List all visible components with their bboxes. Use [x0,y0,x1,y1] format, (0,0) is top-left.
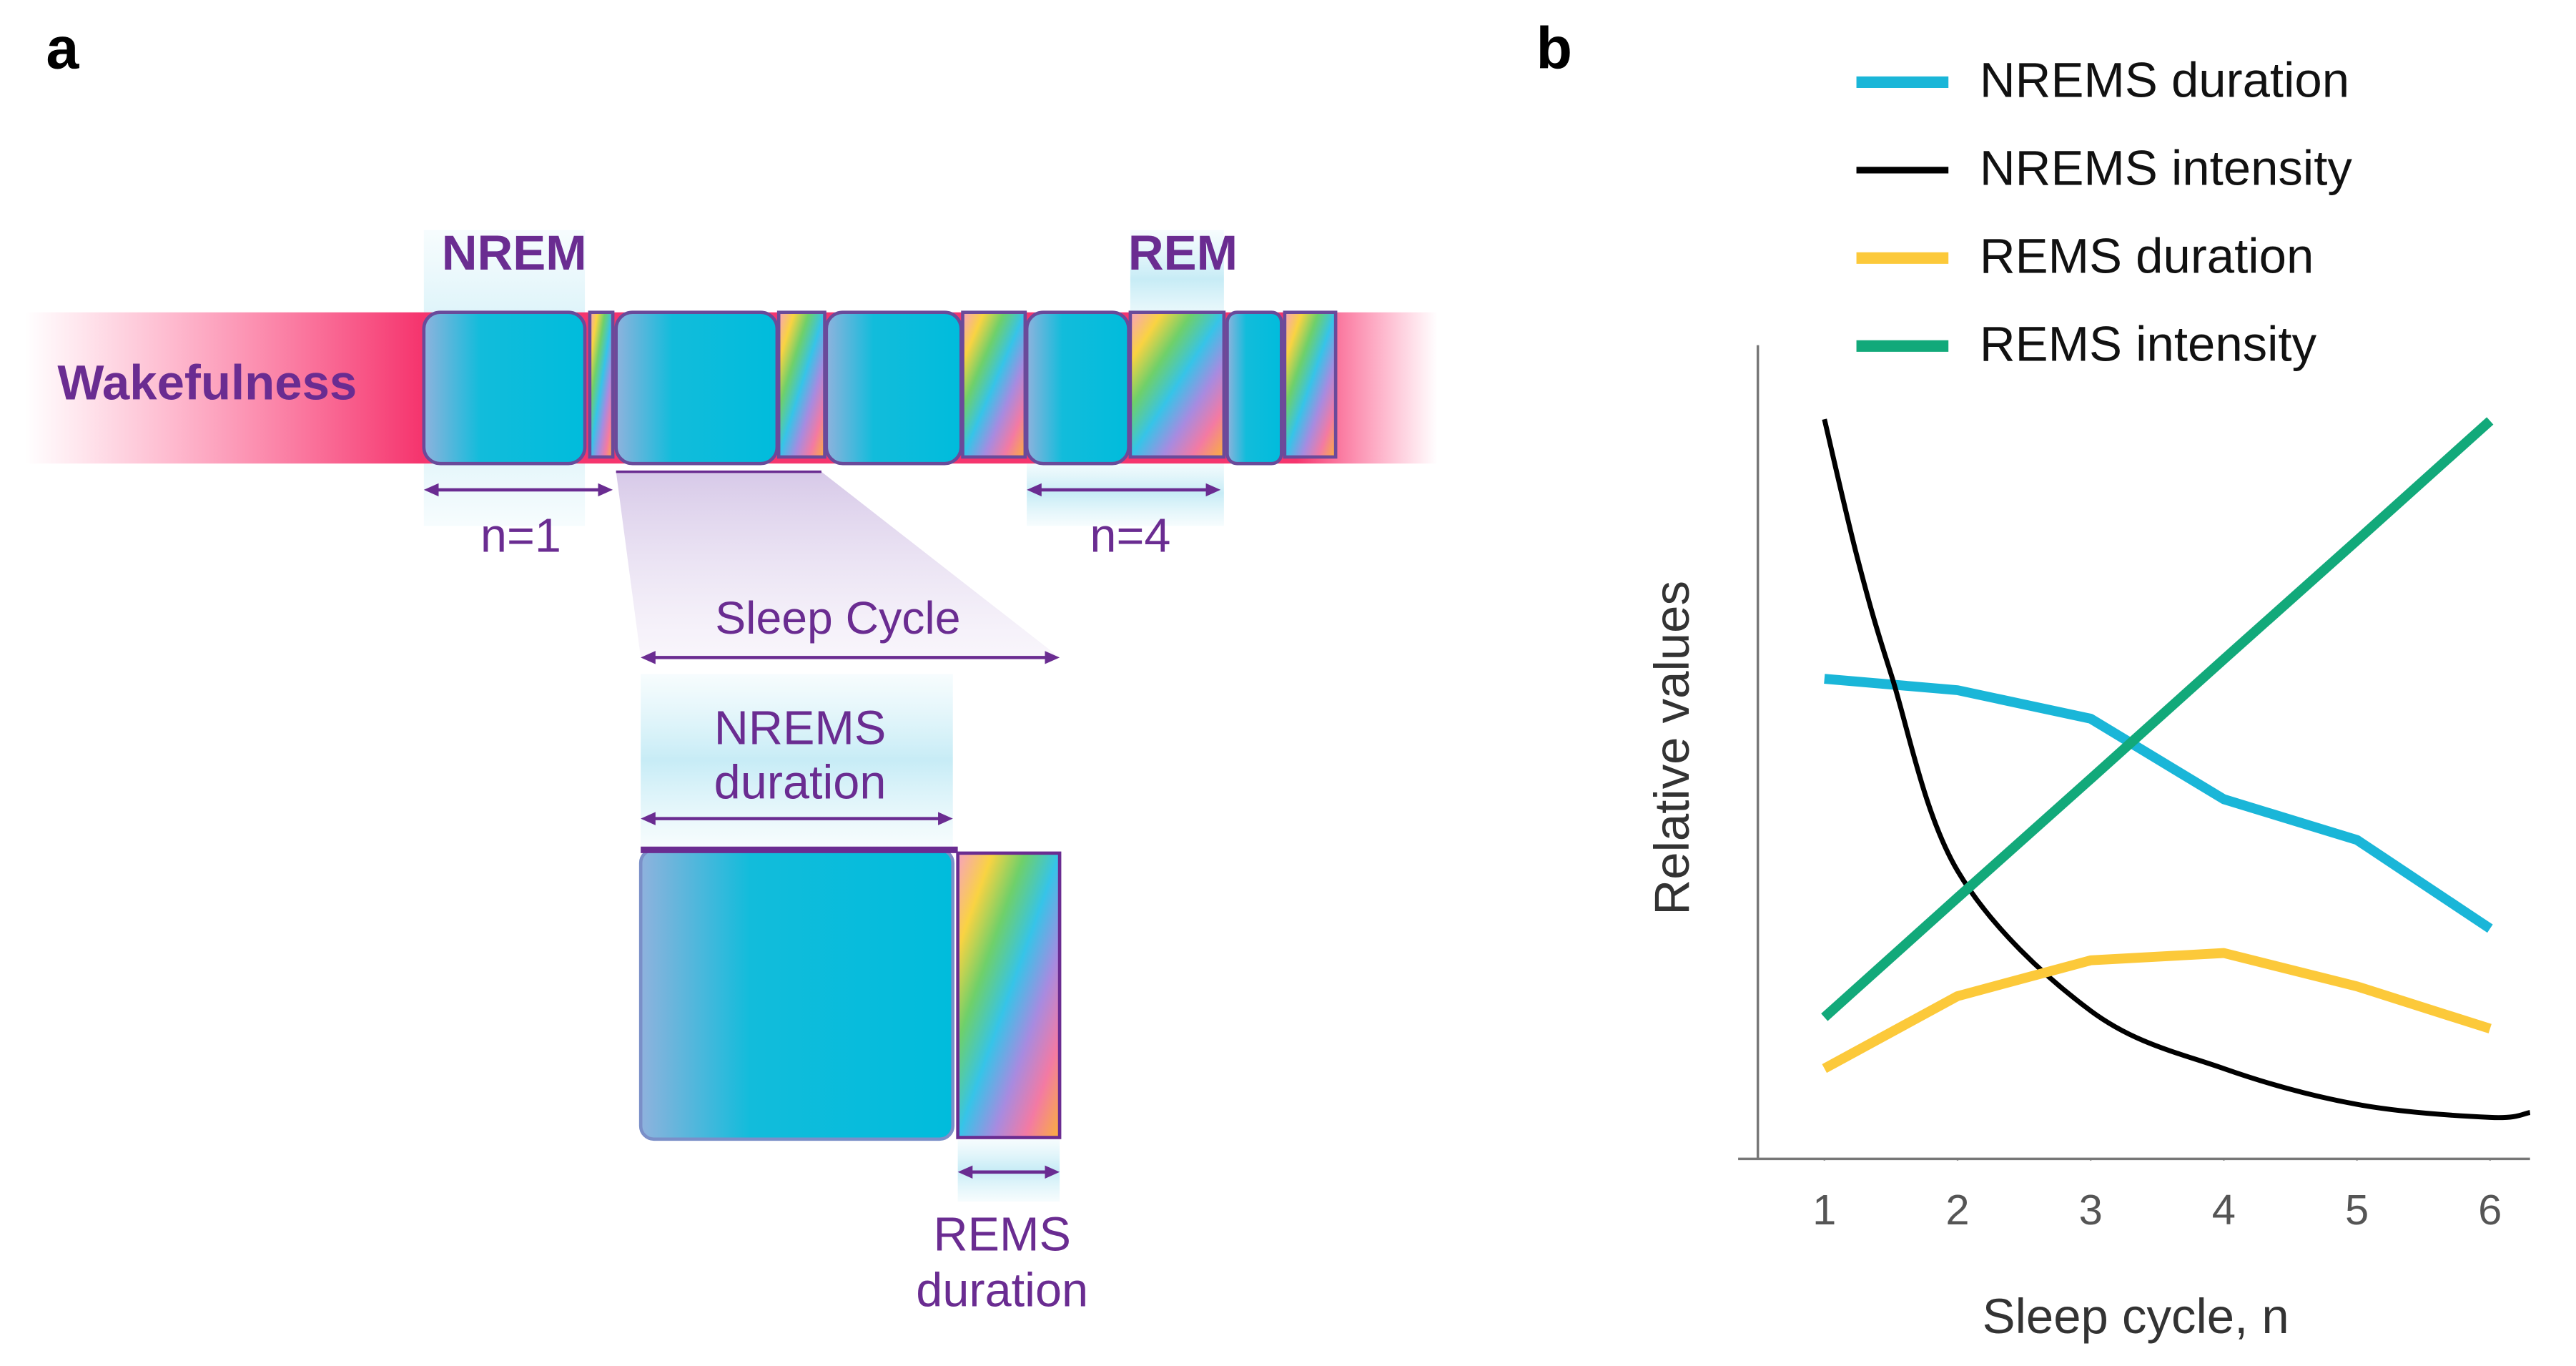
panel-label: b [1536,14,1572,81]
y-axis-label: Relative values [1644,581,1699,915]
series-line [1821,417,2494,1021]
nrems-label: duration [714,756,887,809]
series-line [1824,674,2493,933]
diagram: a b Wakefulness NREM REM n=1 n=4 Sleep C… [24,14,1572,1317]
legend-label: REMS intensity [1980,316,2317,371]
x-tick-label: 5 [2345,1186,2369,1234]
x-tick-label: 1 [1812,1186,1836,1234]
rem-block [776,310,826,459]
nrems-label: NREMS [714,702,887,755]
rem-block [961,310,1027,459]
rem-block [1128,310,1226,459]
cycle-count: n=1 [480,509,561,562]
rems-label: REMS [933,1208,1070,1261]
zoom-fan [616,471,1060,658]
series-line [1822,418,2531,1121]
nrem-block [614,310,779,466]
rem-label: REM [1128,225,1238,280]
nrem-block [422,310,587,466]
nrem-block [1025,310,1130,466]
series-line [1822,948,2492,1073]
rem-block [1283,310,1338,459]
nrem-block-large [638,847,955,1141]
x-axis-label: Sleep cycle, n [1983,1289,2289,1344]
rem-block [588,310,615,459]
cycle-count: n=4 [1090,509,1170,562]
x-tick-label: 3 [2079,1186,2103,1234]
nrem-block [1225,310,1283,466]
x-tick-label: 2 [1945,1186,1969,1234]
nrem-label: NREM [442,225,587,280]
nrem-block [824,310,963,466]
hypnogram [422,310,1338,466]
wake-label: Wakefulness [57,355,357,410]
x-tick-label: 6 [2478,1186,2502,1234]
rems-label: duration [916,1264,1088,1317]
legend-label: NREMS intensity [1980,140,2352,195]
rem-block-large [956,851,1062,1139]
panel-label: a [46,14,79,81]
legend-label: NREMS duration [1980,52,2349,107]
cycle-label: Sleep Cycle [715,592,960,644]
x-tick-label: 4 [2212,1186,2236,1234]
legend-label: REMS duration [1980,228,2314,283]
